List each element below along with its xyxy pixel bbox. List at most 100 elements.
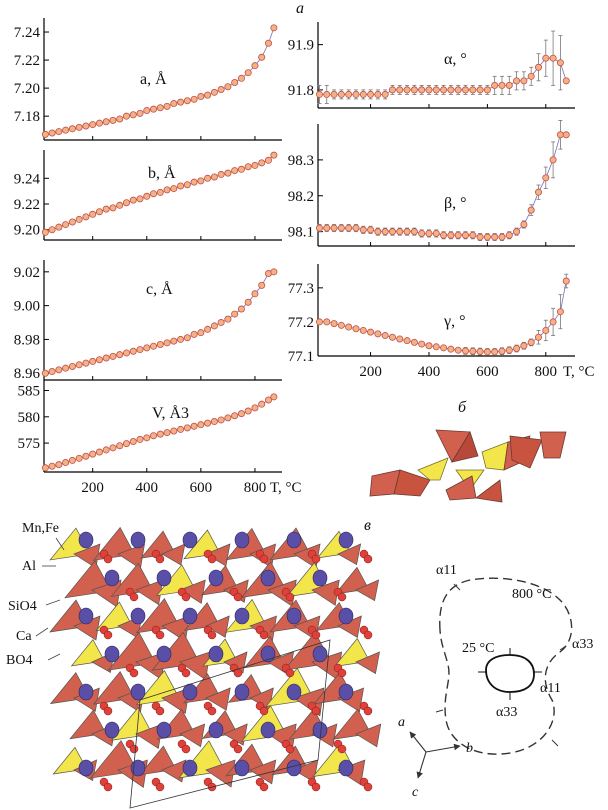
data-point [527,72,535,80]
data-point [418,86,426,94]
data-point [163,429,171,437]
mnfe-atom [103,706,113,716]
data-point [498,347,506,355]
data-point [498,81,506,89]
data-point [410,228,418,236]
legend-ca: Ca [16,629,32,644]
data-point [418,340,426,348]
ytick-label: 585 [18,384,41,400]
data-point [476,86,484,94]
ca-atom [234,607,250,625]
data-point [55,461,63,469]
mnfe-atom [155,630,165,640]
parameter-label: β, ° [444,195,467,212]
data-point [183,424,191,432]
ytick-label: 575 [18,436,41,452]
data-point [258,400,266,408]
polyhedra-fragment [369,429,567,503]
mnfe-atom [311,630,321,640]
data-point [170,337,178,345]
data-point [403,228,411,236]
data-point [352,224,360,232]
ytick-label: 9.00 [14,299,40,315]
mnfe-atom [259,630,269,640]
data-point [388,228,396,236]
panel-label-b: б [458,399,467,416]
tensor-alpha33-inner: α33 [496,705,517,720]
data-point [237,74,245,82]
data-point [231,167,239,175]
data-point [359,226,367,234]
ca-atom [130,683,146,701]
fit-line [319,134,567,238]
data-point [513,77,521,85]
data-point [251,290,259,298]
data-point [177,335,185,343]
ca-atom [312,645,328,663]
data-point [534,63,542,71]
data-point [122,199,130,207]
data-point [95,208,103,216]
data-point [403,337,411,345]
data-point [89,357,97,365]
data-point [549,54,557,62]
data-point [562,277,570,285]
data-point [505,81,513,89]
data-point [315,318,323,326]
data-point [432,229,440,237]
data-point [367,226,375,234]
ytick-label: 77.1 [288,349,314,365]
data-point [476,233,484,241]
data-point [461,347,469,355]
bo4-tetrahedron [52,746,88,775]
ca-atom [182,683,198,701]
data-point [447,345,455,353]
mnfe-atom [311,554,321,564]
data-point [454,86,462,94]
data-point [156,341,164,349]
axis-b-label: b [466,741,473,756]
ca-atom [208,721,224,739]
data-point [549,318,557,326]
data-point [143,192,151,200]
data-point [237,165,245,173]
data-point [425,342,433,350]
data-point [82,359,90,367]
al-octahedron [355,651,380,675]
mnfe-atom [363,782,373,792]
data-point [163,339,171,347]
data-point [183,334,191,342]
data-point [41,130,49,138]
data-point [491,81,499,89]
data-point [150,432,158,440]
sio4-tetrahedron [334,566,370,595]
data-point [197,177,205,185]
data-point [345,323,353,331]
data-point [109,204,117,212]
bo4-tetrahedron [333,637,371,667]
data-point [177,182,185,190]
data-point [447,231,455,239]
data-point [403,86,411,94]
data-point [143,107,151,115]
al-octahedron [223,723,248,746]
mnfe-atom [103,782,113,792]
data-point [82,122,90,130]
tensor-800c: 800 °C [512,587,551,602]
data-point [170,185,178,193]
data-point [48,368,56,376]
mnfe-atom [207,554,217,564]
data-point [323,90,331,98]
data-point [476,348,484,356]
mnfe-atom [103,554,113,564]
mnfe-atom [129,744,139,754]
parameter-label: b, Å [148,164,176,182]
data-point [190,95,198,103]
data-point [102,446,110,454]
ca-atom [156,569,172,587]
data-point [270,24,278,32]
legend-al: Al [22,559,36,574]
mnfe-atom [129,592,139,602]
data-point [129,438,137,446]
